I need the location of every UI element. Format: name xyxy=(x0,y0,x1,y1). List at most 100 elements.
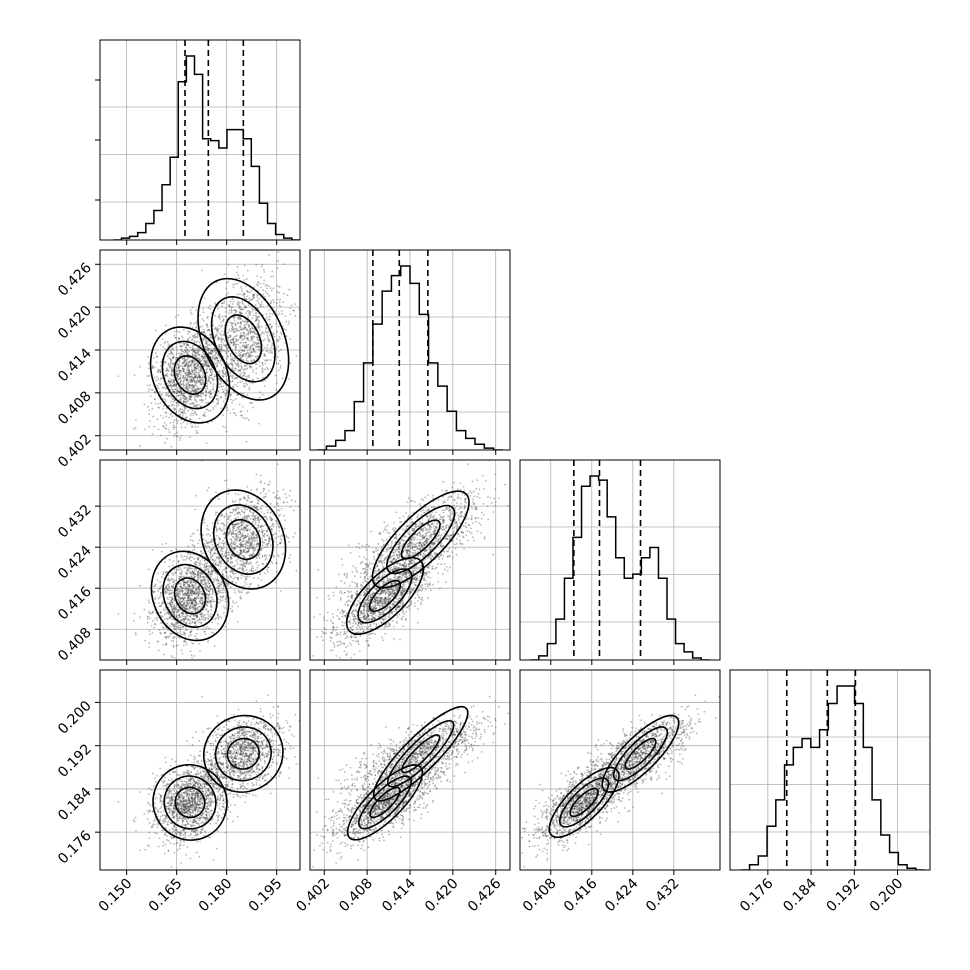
sample-point xyxy=(196,590,199,593)
sample-point xyxy=(206,345,208,347)
sample-point xyxy=(186,362,189,365)
sample-point xyxy=(202,371,205,374)
sample-point xyxy=(188,369,191,372)
sample-point xyxy=(242,528,245,531)
sample-point xyxy=(201,357,204,359)
sample-point xyxy=(246,349,249,352)
sample-point xyxy=(246,367,249,370)
sample-point xyxy=(200,614,203,617)
sample-point xyxy=(199,613,202,616)
sample-point xyxy=(217,315,220,318)
sample-point xyxy=(153,626,156,629)
sample-point xyxy=(277,505,280,507)
sample-point xyxy=(240,574,242,576)
sample-point xyxy=(166,355,169,358)
sample-point xyxy=(193,384,196,387)
sample-point xyxy=(256,355,259,358)
sample-point xyxy=(237,577,239,580)
sample-point xyxy=(235,601,238,604)
sample-point xyxy=(204,570,206,573)
sample-point xyxy=(268,338,271,341)
sample-point xyxy=(188,606,191,609)
sample-point xyxy=(206,541,209,544)
sample-point xyxy=(200,405,202,408)
sample-point xyxy=(246,560,249,563)
sample-point xyxy=(194,335,197,338)
sample-point xyxy=(187,356,190,359)
sample-point xyxy=(192,587,195,589)
sample-point xyxy=(207,379,210,382)
sample-point xyxy=(197,576,200,579)
sample-point xyxy=(251,540,254,542)
sample-point xyxy=(225,572,228,574)
sample-point xyxy=(185,460,187,462)
sample-point xyxy=(195,327,197,329)
sample-point xyxy=(197,621,200,624)
sample-point xyxy=(216,359,219,362)
sample-point xyxy=(221,338,224,340)
sample-point xyxy=(231,531,234,533)
sample-point xyxy=(240,321,243,324)
sample-point xyxy=(211,396,214,398)
sample-point xyxy=(213,545,216,548)
sample-point xyxy=(195,568,198,571)
sample-point xyxy=(205,390,207,393)
sample-point xyxy=(198,592,201,595)
sample-point xyxy=(203,331,205,334)
sample-point xyxy=(182,370,185,373)
sample-point xyxy=(241,416,244,419)
sample-point xyxy=(203,297,206,300)
sample-point xyxy=(166,622,169,625)
sample-point xyxy=(211,593,214,596)
sample-point xyxy=(279,367,282,369)
sample-point xyxy=(158,390,161,393)
sample-point xyxy=(271,528,273,531)
sample-point xyxy=(254,345,257,348)
sample-point xyxy=(220,334,223,337)
sample-point xyxy=(248,297,250,300)
sample-point xyxy=(199,367,202,370)
sample-point xyxy=(186,555,188,558)
sample-point xyxy=(186,592,189,595)
sample-point xyxy=(280,507,283,510)
sample-point xyxy=(238,351,240,353)
sample-point xyxy=(263,541,266,544)
sample-point xyxy=(244,536,246,539)
sample-point xyxy=(201,552,204,555)
sample-point xyxy=(245,503,248,505)
sample-point xyxy=(240,544,243,547)
sample-point xyxy=(239,538,241,541)
sample-point xyxy=(195,389,198,391)
sample-point xyxy=(245,312,248,315)
sample-point xyxy=(195,356,198,359)
sample-point xyxy=(242,535,245,538)
sample-point xyxy=(261,371,264,374)
sample-point xyxy=(184,407,187,409)
sample-point xyxy=(263,271,266,273)
sample-point xyxy=(180,603,182,606)
sample-point xyxy=(246,310,249,312)
sample-point xyxy=(251,534,254,536)
sample-point xyxy=(157,369,160,372)
sample-point xyxy=(242,568,245,570)
sample-point xyxy=(146,615,149,618)
sample-point xyxy=(252,297,255,300)
sample-point xyxy=(222,540,225,542)
sample-point xyxy=(251,506,254,509)
sample-point xyxy=(261,540,264,543)
sample-point xyxy=(191,598,194,600)
sample-point xyxy=(177,387,180,390)
sample-point xyxy=(266,528,269,530)
sample-point xyxy=(243,562,246,565)
sample-point xyxy=(170,599,173,602)
sample-point xyxy=(185,641,188,644)
sample-point xyxy=(180,353,183,356)
density-contour xyxy=(210,296,276,383)
sample-point xyxy=(279,513,281,516)
sample-point xyxy=(259,549,262,552)
sample-point xyxy=(158,596,161,599)
sample-point xyxy=(217,519,220,522)
sample-point xyxy=(175,337,177,339)
sample-point xyxy=(194,609,197,612)
sample-point xyxy=(214,356,217,359)
